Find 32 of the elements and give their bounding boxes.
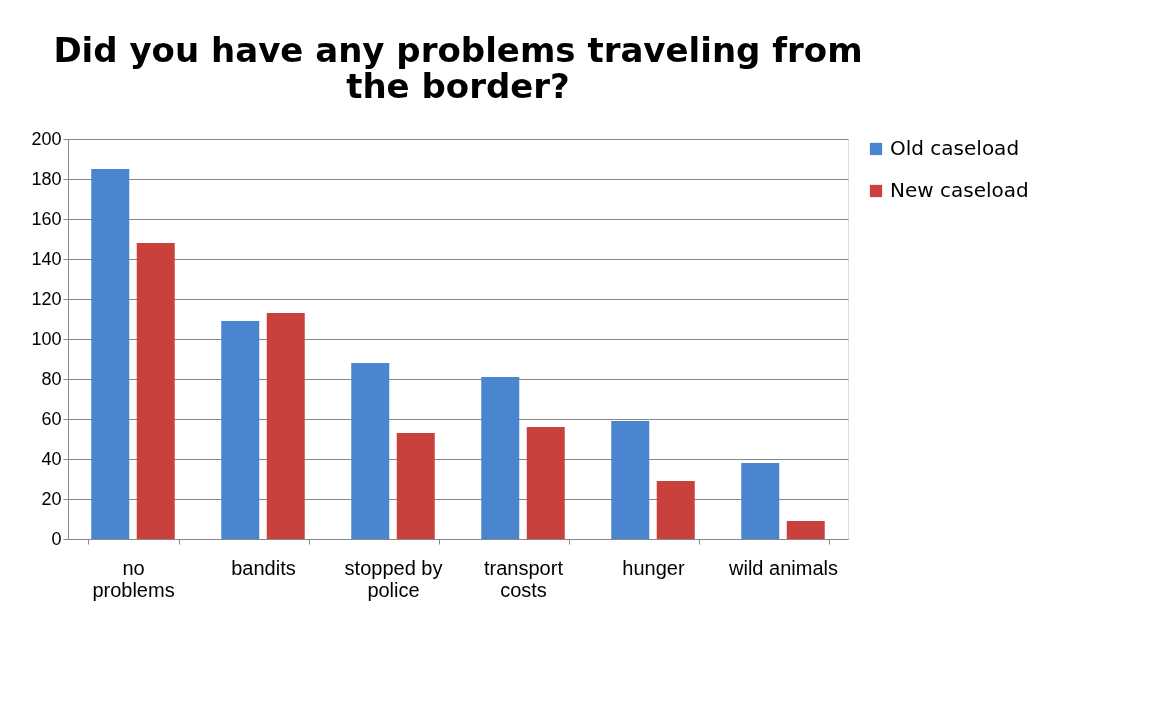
y-tick-label: 180 <box>31 168 62 189</box>
x-tick-label: transport costs <box>484 556 564 601</box>
bar <box>656 481 695 539</box>
bar <box>481 377 520 539</box>
x-tick-label: no problems <box>92 556 175 601</box>
y-tick-label: 100 <box>31 328 62 349</box>
y-tick-label: 20 <box>41 488 62 509</box>
x-tick-label: hunger <box>622 556 685 579</box>
bar <box>786 521 825 539</box>
bar <box>221 321 260 539</box>
bar <box>396 433 435 539</box>
y-tick-label: 80 <box>41 368 62 389</box>
x-tick-label: bandits <box>231 556 296 579</box>
y-tick-label: 120 <box>31 288 62 309</box>
legend-label: New caseload <box>890 178 1029 202</box>
y-tick-label: 140 <box>31 248 62 269</box>
bar <box>741 463 780 539</box>
y-tick-label: 40 <box>41 448 62 469</box>
x-tick-label: stopped by police <box>344 556 443 601</box>
bar <box>136 243 175 539</box>
bar <box>91 169 130 539</box>
bar <box>611 421 650 539</box>
y-tick-label: 160 <box>31 208 62 229</box>
y-tick-label: 0 <box>51 528 62 549</box>
y-tick-label: 200 <box>31 128 62 149</box>
x-tick-label: wild animals <box>728 556 838 579</box>
bar <box>266 313 305 539</box>
chart-title: Did you have any problems traveling from the border? <box>53 30 863 106</box>
y-tick-label: 60 <box>41 408 62 429</box>
bar <box>351 363 390 539</box>
legend-label: Old caseload <box>890 136 1020 160</box>
bar <box>526 427 565 539</box>
